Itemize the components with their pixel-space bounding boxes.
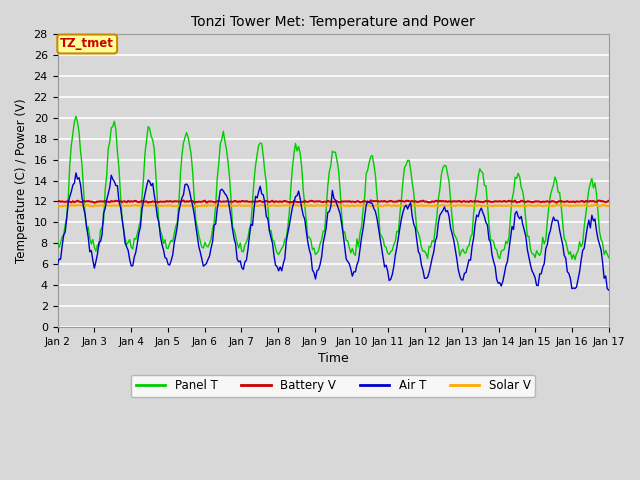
Title: Tonzi Tower Met: Temperature and Power: Tonzi Tower Met: Temperature and Power [191,15,475,29]
X-axis label: Time: Time [318,352,349,365]
Text: TZ_tmet: TZ_tmet [60,37,114,50]
Legend: Panel T, Battery V, Air T, Solar V: Panel T, Battery V, Air T, Solar V [131,374,535,397]
Y-axis label: Temperature (C) / Power (V): Temperature (C) / Power (V) [15,98,28,263]
